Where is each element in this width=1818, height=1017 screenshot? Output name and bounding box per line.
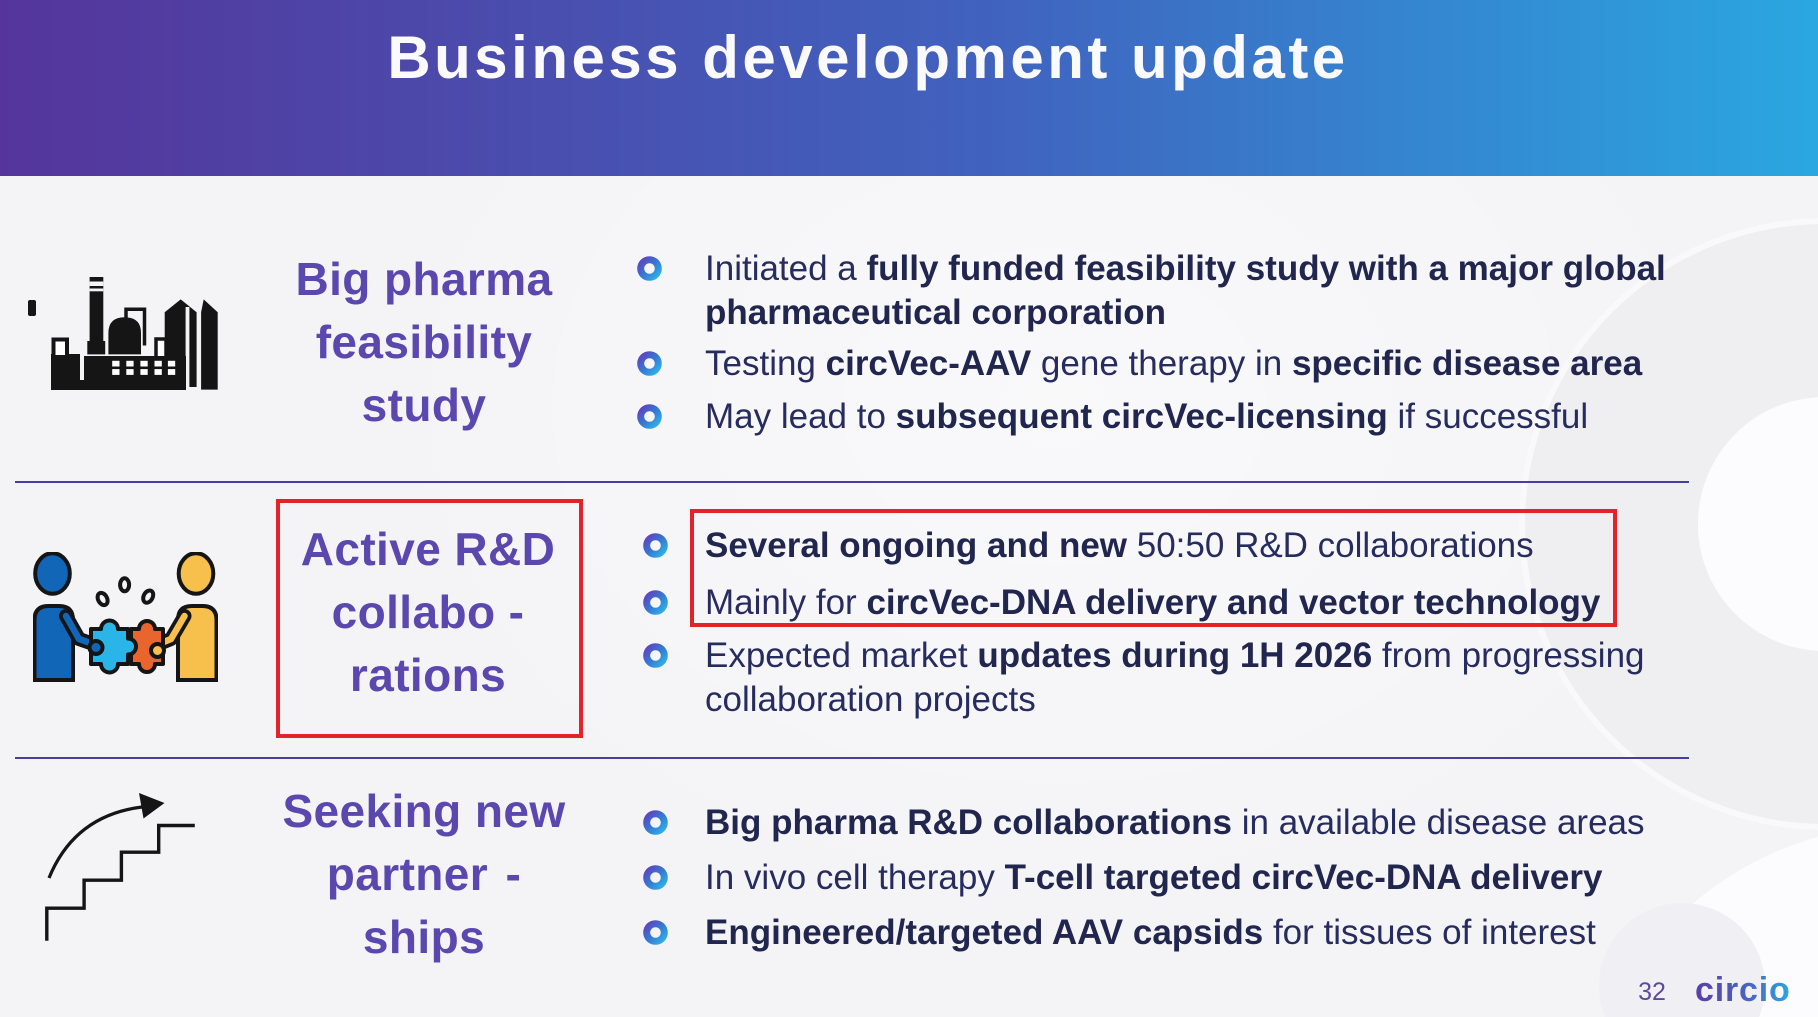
svg-text:circio: circio [1695, 971, 1791, 1009]
